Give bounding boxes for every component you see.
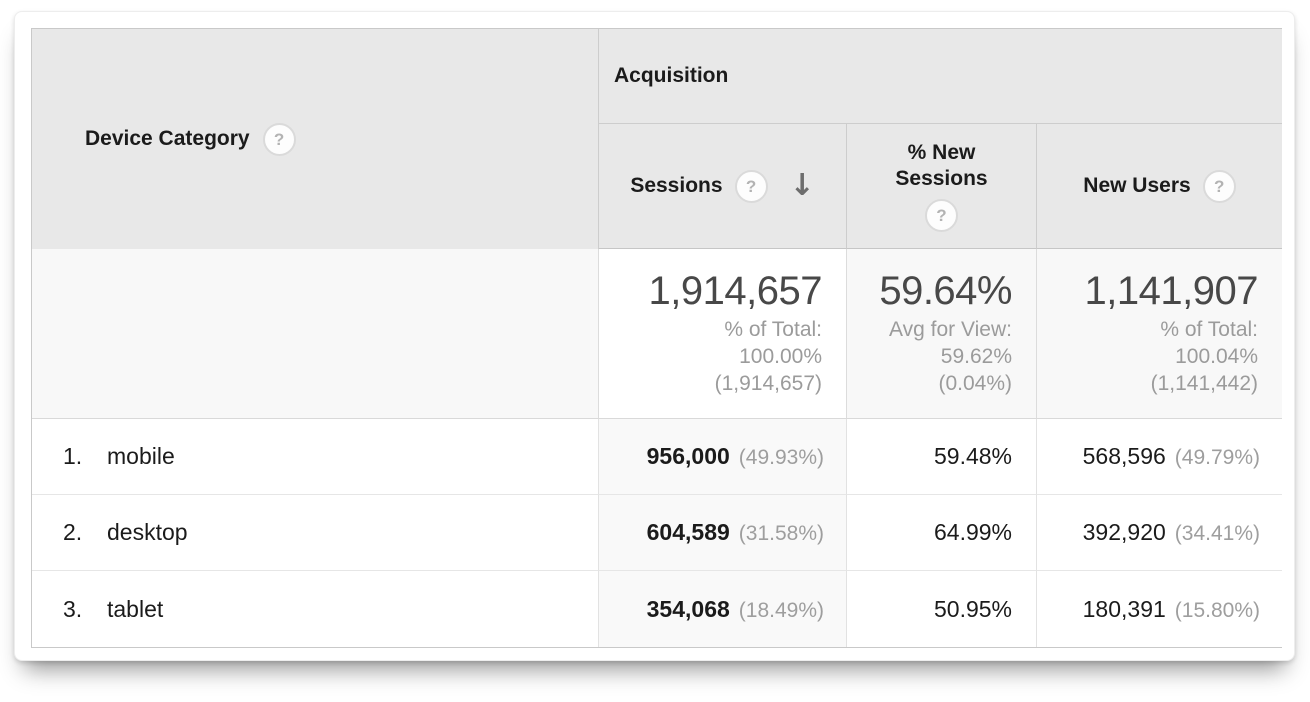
pct-new-sessions-label: % New Sessions: [895, 141, 988, 190]
column-header-pct-new-sessions[interactable]: % New Sessions ?: [847, 124, 1037, 249]
group-header-acquisition: Acquisition: [599, 29, 1282, 124]
sessions-share: (18.49%): [738, 598, 824, 622]
summary-sessions-note: (1,914,657): [714, 372, 822, 395]
column-header-sessions[interactable]: Sessions ? ↓: [599, 124, 847, 249]
pct-new-sessions-value: 59.48%: [933, 443, 1012, 469]
sessions-share: (49.93%): [738, 446, 824, 469]
summary-new-users-value: 1,141,907: [1084, 269, 1259, 313]
sessions-value: 956,000: [646, 443, 730, 469]
new-users-share: (15.80%): [1174, 598, 1260, 622]
new-users-share: (49.79%): [1174, 446, 1260, 469]
row-pct-new-sessions-cell: 64.99%: [847, 495, 1037, 571]
new-users-value: 568,596: [1082, 443, 1166, 469]
device-name[interactable]: mobile: [107, 443, 175, 469]
row-sessions-cell: 604,589 (31.58%): [599, 495, 847, 571]
summary-sessions-note: % of Total:: [724, 318, 822, 341]
help-icon[interactable]: ?: [925, 199, 958, 232]
column-header-device-category[interactable]: Device Category ?: [32, 29, 599, 249]
device-name[interactable]: desktop: [107, 519, 188, 545]
new-users-share: (34.41%): [1174, 522, 1260, 545]
summary-pct-new-sessions-cell: 59.64% Avg for View: 59.62% (0.04%): [847, 249, 1037, 419]
new-users-value-group: 392,920 (34.41%): [1083, 519, 1260, 546]
sessions-value-group: 956,000 (49.93%): [647, 443, 824, 470]
pct-new-sessions-value: 50.95%: [933, 595, 1012, 622]
sessions-value-group: 604,589 (31.58%): [647, 519, 824, 546]
new-users-label: New Users: [1083, 174, 1191, 197]
summary-pct-new-sessions-note: (0.04%): [938, 372, 1012, 395]
row-index: 2.: [63, 519, 83, 545]
new-users-value-group: 180,391 (15.80%): [1083, 596, 1260, 623]
sessions-label: Sessions: [630, 174, 723, 197]
row-new-users-cell: 392,920 (34.41%): [1037, 495, 1282, 571]
summary-sessions-cell: 1,914,657 % of Total: 100.00% (1,914,657…: [599, 249, 847, 419]
device-category-table: Device Category ? Acquisition Sessions ?…: [31, 28, 1282, 648]
sessions-value-group: 354,068 (18.49%): [647, 596, 824, 623]
new-users-value-group: 568,596 (49.79%): [1083, 443, 1260, 470]
summary-new-users-note: (1,141,442): [1150, 372, 1258, 395]
row-dimension-cell[interactable]: 3. tablet: [32, 571, 599, 647]
new-users-value: 180,391: [1082, 595, 1166, 622]
summary-pct-new-sessions-value: 59.64%: [879, 269, 1012, 313]
sessions-value: 604,589: [646, 519, 730, 545]
row-new-users-cell: 180,391 (15.80%): [1037, 571, 1282, 647]
new-users-value: 392,920: [1082, 519, 1166, 545]
summary-pct-new-sessions-note: Avg for View:: [889, 318, 1012, 341]
summary-dimension-cell: [32, 249, 599, 419]
column-header-new-users[interactable]: New Users ?: [1037, 124, 1282, 249]
screenshot-frame: Device Category ? Acquisition Sessions ?…: [14, 11, 1295, 661]
row-pct-new-sessions-cell: 59.48%: [847, 419, 1037, 495]
pct-new-sessions-value: 64.99%: [933, 519, 1012, 545]
row-dimension-cell[interactable]: 1. mobile: [32, 419, 599, 495]
row-new-users-cell: 568,596 (49.79%): [1037, 419, 1282, 495]
row-sessions-cell: 956,000 (49.93%): [599, 419, 847, 495]
summary-new-users-cell: 1,141,907 % of Total: 100.04% (1,141,442…: [1037, 249, 1282, 419]
summary-new-users-note: % of Total:: [1160, 318, 1258, 341]
device-name[interactable]: tablet: [107, 595, 164, 622]
row-dimension-cell[interactable]: 2. desktop: [32, 495, 599, 571]
help-icon[interactable]: ?: [1202, 169, 1236, 203]
sort-descending-icon[interactable]: ↓: [789, 168, 815, 203]
device-category-label: Device Category: [85, 127, 250, 150]
summary-sessions-note: 100.00%: [739, 345, 822, 368]
summary-sessions-value: 1,914,657: [648, 269, 823, 313]
acquisition-label: Acquisition: [614, 64, 729, 87]
summary-new-users-note: 100.04%: [1175, 345, 1258, 368]
row-pct-new-sessions-cell: 50.95%: [847, 571, 1037, 647]
sessions-share: (31.58%): [738, 522, 824, 545]
row-index: 1.: [63, 443, 83, 469]
help-icon[interactable]: ?: [734, 169, 768, 203]
help-icon[interactable]: ?: [262, 122, 296, 156]
sessions-value: 354,068: [646, 595, 730, 622]
row-index: 3.: [63, 595, 83, 622]
summary-pct-new-sessions-note: 59.62%: [940, 345, 1012, 368]
row-sessions-cell: 354,068 (18.49%): [599, 571, 847, 647]
